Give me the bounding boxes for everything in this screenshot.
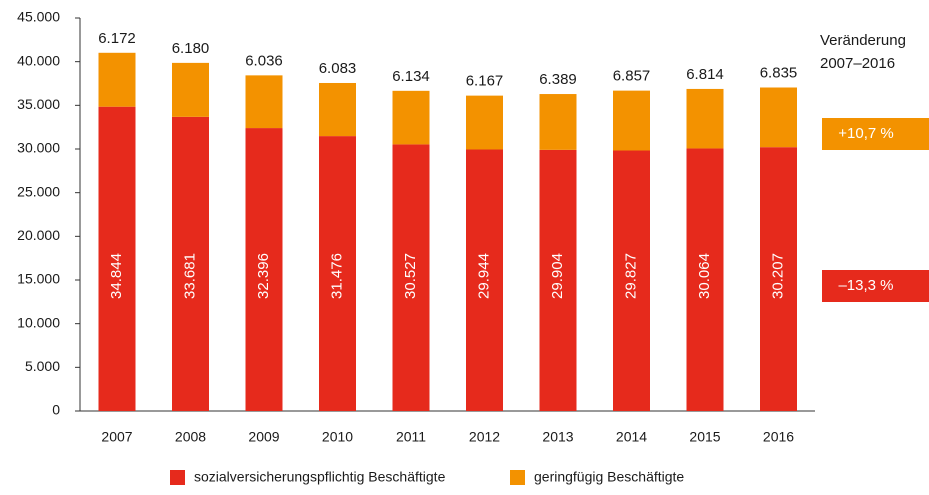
bar-segment [613, 150, 650, 411]
value-label: 30.527 [402, 253, 419, 299]
value-label: 29.827 [622, 253, 639, 299]
y-tick-label: 35.000 [17, 96, 60, 112]
value-label: 6.857 [613, 68, 651, 85]
value-label: 6.167 [466, 73, 504, 90]
bar-segment [539, 94, 577, 150]
y-tick-label: 45.000 [17, 9, 60, 25]
bar-segment [686, 88, 724, 149]
bar-segment [613, 90, 650, 151]
bar-segment [319, 136, 356, 411]
y-tick-label: 15.000 [17, 271, 60, 287]
change-box [822, 118, 929, 150]
y-tick-label: 20.000 [17, 227, 60, 243]
x-tick-label: 2007 [101, 429, 132, 445]
y-tick-label: 40.000 [17, 52, 60, 68]
legend-swatch [510, 470, 525, 485]
y-tick-label: 0 [52, 402, 60, 418]
bar-segment [466, 149, 503, 411]
y-tick-label: 30.000 [17, 140, 60, 156]
legend-label: sozialversicherungspflichtig Beschäftigt… [194, 469, 446, 485]
value-label: 6.180 [172, 40, 210, 57]
value-label: 30.064 [696, 253, 713, 299]
bar-segment [245, 128, 283, 411]
bar-segment [392, 90, 430, 145]
value-label: 31.476 [328, 253, 345, 299]
bar-segment [172, 62, 209, 117]
value-label: 6.036 [245, 52, 283, 69]
change-label: +10,7 % [838, 125, 893, 142]
bar-segment [760, 147, 797, 411]
x-tick-label: 2014 [616, 429, 647, 445]
x-tick-label: 2010 [322, 429, 353, 445]
x-tick-label: 2016 [763, 429, 794, 445]
bar-segment [98, 106, 136, 411]
bar-segment [319, 82, 356, 137]
change-title: Veränderung [820, 32, 906, 49]
value-label: 33.681 [181, 253, 198, 299]
bar-segment [98, 52, 136, 107]
y-tick-label: 25.000 [17, 183, 60, 199]
x-tick-label: 2012 [469, 429, 500, 445]
change-label: –13,3 % [838, 277, 893, 294]
legend-swatch [170, 470, 185, 485]
value-label: 32.396 [255, 253, 272, 299]
bar-segment [760, 87, 797, 148]
x-tick-label: 2008 [175, 429, 206, 445]
change-title: 2007–2016 [820, 55, 895, 72]
value-label: 6.134 [392, 68, 430, 85]
x-tick-label: 2013 [542, 429, 573, 445]
y-tick-label: 5.000 [25, 358, 60, 374]
change-box [822, 270, 929, 302]
value-label: 29.904 [549, 253, 566, 299]
x-tick-label: 2015 [689, 429, 720, 445]
bar-segment [466, 95, 503, 150]
value-label: 6.083 [319, 60, 357, 77]
value-label: 29.944 [475, 253, 492, 299]
value-label: 34.844 [108, 253, 125, 299]
x-tick-label: 2011 [396, 429, 426, 445]
bar-segment [539, 149, 577, 412]
value-label: 6.835 [760, 64, 798, 81]
bar-segment [172, 116, 209, 411]
bar-segment [686, 148, 724, 411]
bar-segment [392, 144, 430, 412]
legend-label: geringfügig Beschäftigte [534, 469, 684, 485]
value-label: 6.172 [98, 30, 136, 47]
value-label: 6.389 [539, 71, 577, 88]
x-tick-label: 2009 [248, 429, 279, 445]
value-label: 30.207 [769, 253, 786, 299]
bar-segment [245, 75, 283, 129]
value-label: 6.814 [686, 66, 724, 83]
y-tick-label: 10.000 [17, 314, 60, 330]
